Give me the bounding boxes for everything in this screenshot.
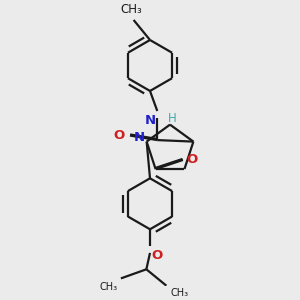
Text: CH₃: CH₃ <box>120 3 142 16</box>
Text: H: H <box>168 112 177 125</box>
Text: CH₃: CH₃ <box>99 282 117 292</box>
Text: N: N <box>144 114 155 127</box>
Text: O: O <box>152 249 163 262</box>
Text: N: N <box>134 131 145 145</box>
Text: CH₃: CH₃ <box>170 287 188 298</box>
Text: O: O <box>113 129 124 142</box>
Text: O: O <box>187 154 198 166</box>
